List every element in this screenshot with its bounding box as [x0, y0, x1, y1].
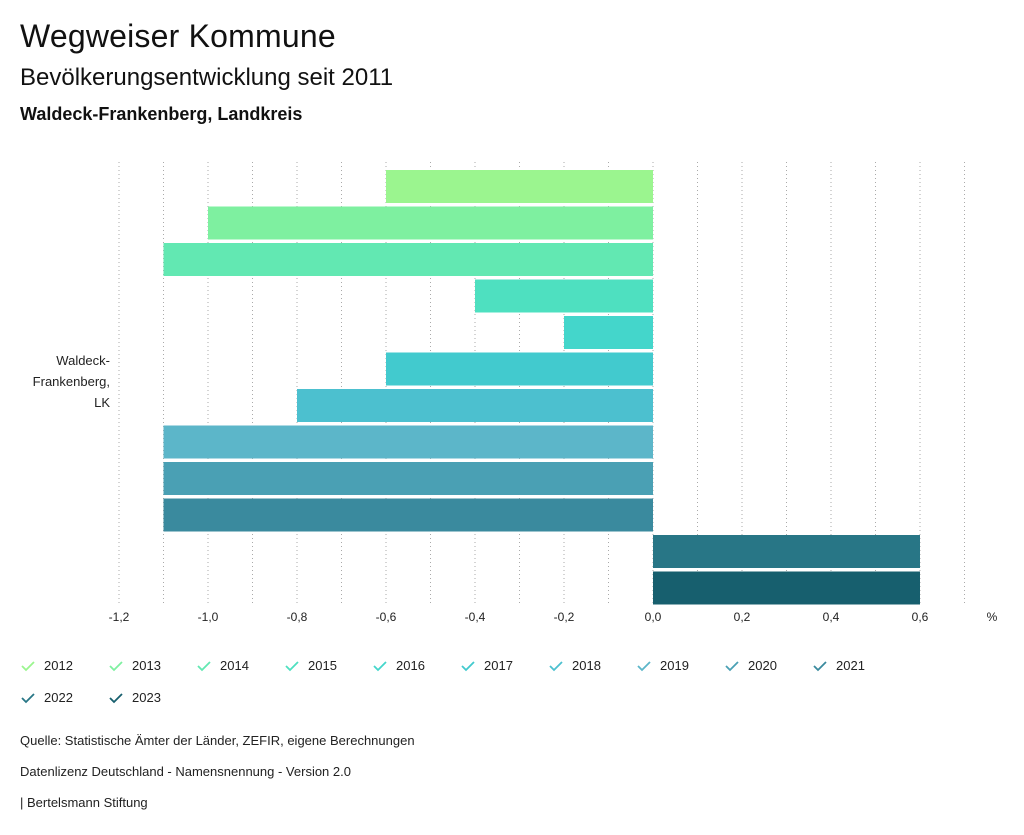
bar-2023	[653, 571, 920, 605]
legend-item[interactable]: 2012	[20, 658, 73, 673]
bar-2013	[208, 206, 653, 240]
legend-label: 2021	[836, 658, 865, 673]
x-tick-label: -0,4	[465, 610, 486, 624]
bar-2014	[163, 243, 653, 276]
legend-item[interactable]: 2018	[548, 658, 601, 673]
x-tick-label: 0,6	[912, 610, 929, 624]
bar-2020	[163, 462, 653, 495]
x-tick-label: -0,2	[554, 610, 575, 624]
x-tick-label: -0,8	[287, 610, 308, 624]
x-tick-label: -1,0	[198, 610, 219, 624]
bar-2019	[163, 425, 653, 459]
x-tick-label: 0,2	[734, 610, 751, 624]
x-tick-label: 0,0	[645, 610, 662, 624]
legend-label: 2019	[660, 658, 689, 673]
check-icon	[725, 660, 739, 671]
legend-label: 2022	[44, 690, 73, 705]
check-icon	[549, 660, 563, 671]
check-icon	[637, 660, 651, 671]
source-note: Quelle: Statistische Ämter der Länder, Z…	[20, 733, 415, 748]
bar-2012	[386, 170, 653, 203]
bar-chart: -1,2 -1,0 -0,8 -0,6 -0,4 -0,2 0,0 0,2 0,4 0,6 % Wal…	[33, 162, 998, 624]
legend-label: 2017	[484, 658, 513, 673]
bar-2021	[163, 498, 653, 532]
x-tick-label: 0,4	[823, 610, 840, 624]
legend-label: 2013	[132, 658, 161, 673]
legend-item[interactable]: 2015	[284, 658, 337, 673]
category-label: Waldeck-	[56, 353, 110, 368]
check-icon	[21, 660, 35, 671]
bar-2017	[386, 352, 653, 386]
legend-item[interactable]: 2021	[812, 658, 865, 673]
check-icon	[285, 660, 299, 671]
page-title: Wegweiser Kommune	[20, 18, 336, 54]
legend-item[interactable]: 2020	[724, 658, 777, 673]
legend-item[interactable]: 2013	[108, 658, 161, 673]
check-icon	[373, 660, 387, 671]
check-icon	[21, 692, 35, 703]
region-name: Waldeck-Frankenberg, Landkreis	[20, 104, 303, 124]
check-icon	[109, 692, 123, 703]
x-tick-label: -1,2	[109, 610, 130, 624]
bar-2016	[564, 316, 653, 349]
chart-subtitle: Bevölkerungsentwicklung seit 2011	[20, 64, 394, 91]
category-label: LK	[94, 395, 110, 410]
check-icon	[813, 660, 827, 671]
legend-label: 2020	[748, 658, 777, 673]
legend-label: 2014	[220, 658, 249, 673]
check-icon	[109, 660, 123, 671]
legend-item[interactable]: 2014	[196, 658, 249, 673]
legend-label: 2016	[396, 658, 425, 673]
license-note: Datenlizenz Deutschland - Namensnennung …	[20, 764, 351, 779]
legend-label: 2018	[572, 658, 601, 673]
bar-2022	[653, 535, 920, 568]
legend-label: 2012	[44, 658, 73, 673]
check-icon	[197, 660, 211, 671]
category-label: Frankenberg,	[33, 374, 110, 389]
x-axis-unit: %	[987, 610, 998, 624]
legend-item[interactable]: 2022	[20, 690, 73, 705]
legend-item[interactable]: 2023	[108, 690, 161, 705]
legend-label: 2015	[308, 658, 337, 673]
legend-item[interactable]: 2017	[460, 658, 513, 673]
check-icon	[461, 660, 475, 671]
bar-2015	[475, 279, 653, 313]
legend-item[interactable]: 2016	[372, 658, 425, 673]
x-tick-label: -0,6	[376, 610, 397, 624]
legend-item[interactable]: 2019	[636, 658, 689, 673]
legend-label: 2023	[132, 690, 161, 705]
bar-2018	[297, 389, 653, 422]
publisher-note: | Bertelsmann Stiftung	[20, 795, 148, 810]
